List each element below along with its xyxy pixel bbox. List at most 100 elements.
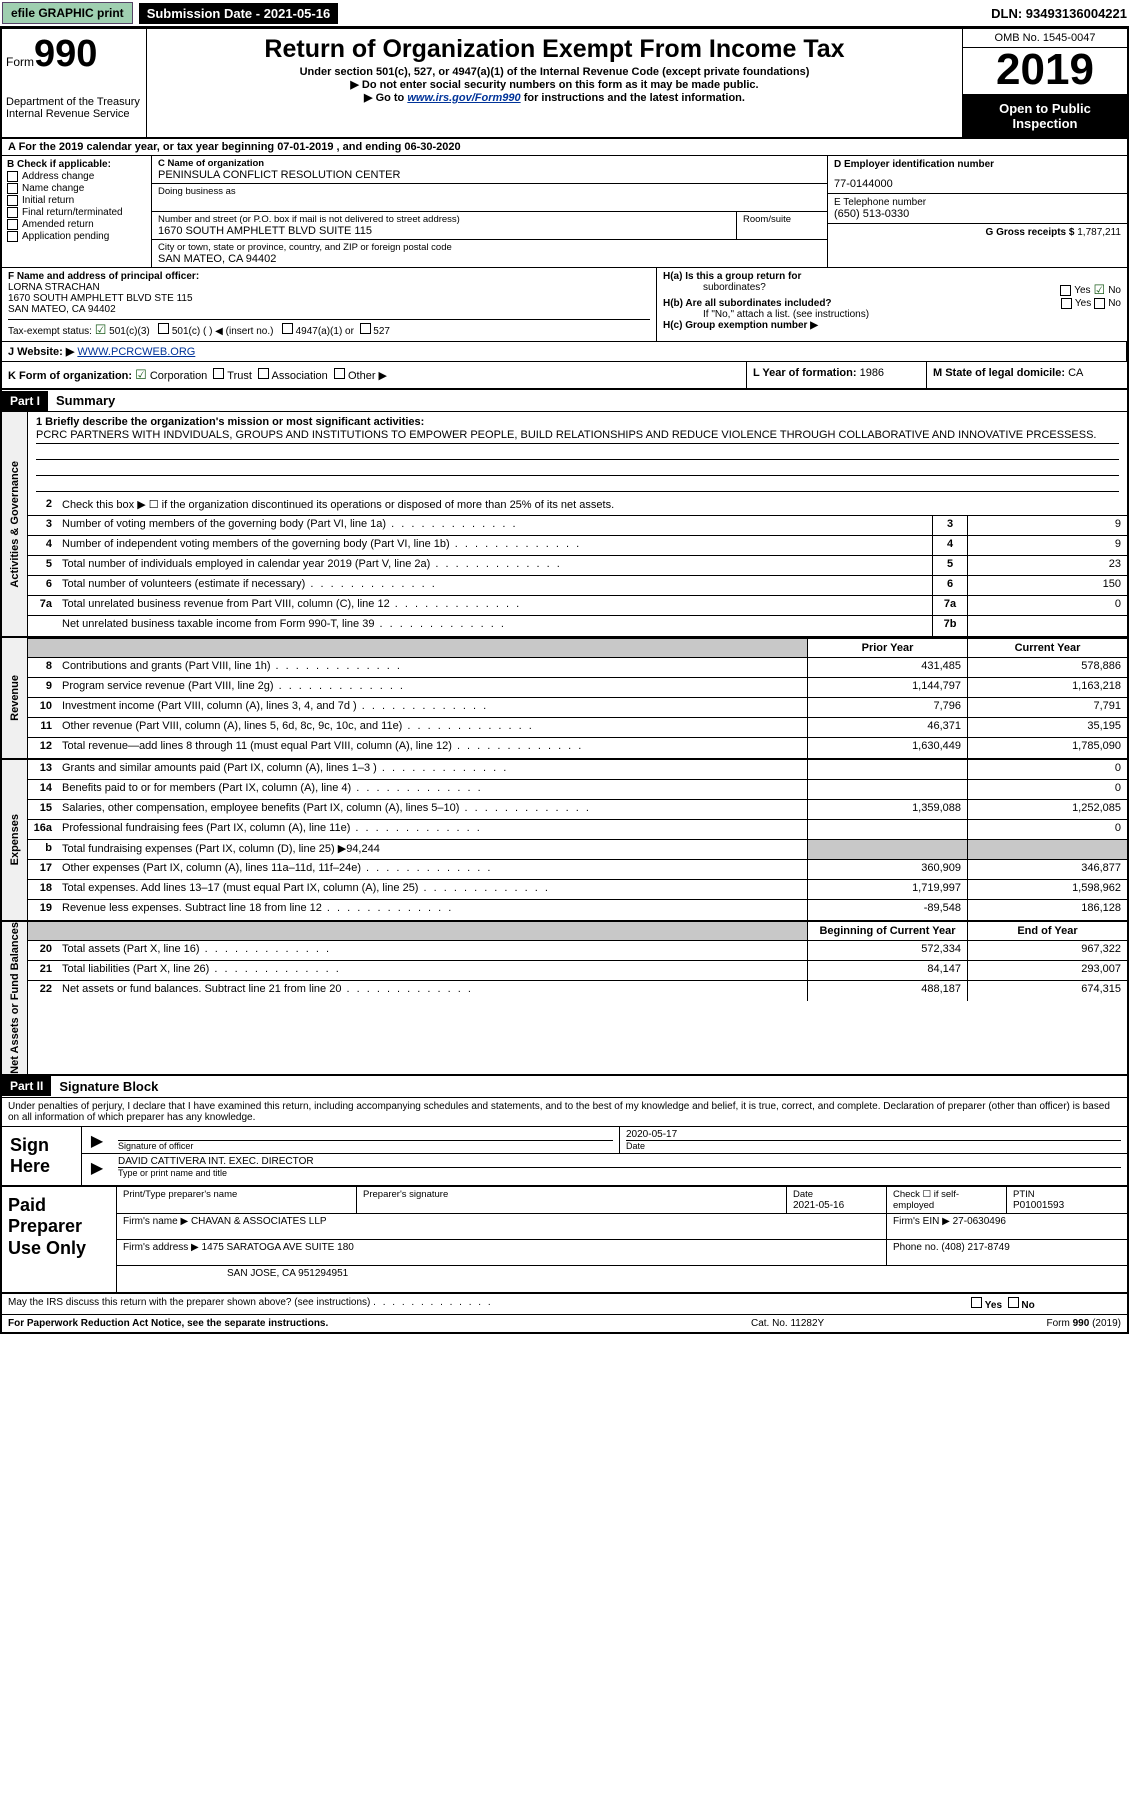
ein-value: 77-0144000	[834, 178, 1121, 190]
form-container: Form990 Department of the Treasury Inter…	[0, 27, 1129, 1334]
summary-line: 20Total assets (Part X, line 16)572,3349…	[28, 941, 1127, 961]
summary-line: 5Total number of individuals employed in…	[28, 556, 1127, 576]
checkbox-application-pending[interactable]: Application pending	[7, 231, 146, 242]
prep-date: 2021-05-16	[793, 1200, 880, 1211]
row-website: J Website: ▶ WWW.PCRCWEB.ORG	[2, 342, 1127, 362]
hc-label: H(c) Group exemption number ▶	[663, 320, 1121, 331]
cat-number: Cat. No. 11282Y	[751, 1318, 971, 1329]
checkbox-address-change[interactable]: Address change	[7, 171, 146, 182]
firm-addr-label: Firm's address ▶	[123, 1242, 199, 1253]
irs-label: Internal Revenue Service	[6, 108, 142, 120]
submission-date: Submission Date - 2021-05-16	[139, 3, 339, 24]
row-k: K Form of organization: ☑ Corporation Tr…	[2, 362, 1127, 390]
vlabel-netassets: Net Assets or Fund Balances	[2, 922, 28, 1074]
checkbox-name-change[interactable]: Name change	[7, 183, 146, 194]
summary-line: 9Program service revenue (Part VIII, lin…	[28, 678, 1127, 698]
part2-title: Signature Block	[51, 1076, 166, 1097]
checkbox-initial-return[interactable]: Initial return	[7, 195, 146, 206]
tax-year: 2019	[963, 48, 1127, 95]
paid-preparer-label: Paid Preparer Use Only	[2, 1187, 117, 1292]
summary-line: 21Total liabilities (Part X, line 26)84,…	[28, 961, 1127, 981]
summary-line: bTotal fundraising expenses (Part IX, co…	[28, 840, 1127, 860]
summary-line: 8Contributions and grants (Part VIII, li…	[28, 658, 1127, 678]
ptin-value: P01001593	[1013, 1200, 1121, 1211]
discuss-text: May the IRS discuss this return with the…	[8, 1297, 370, 1308]
summary-line: 3Number of voting members of the governi…	[28, 516, 1127, 536]
summary-line: 18Total expenses. Add lines 13–17 (must …	[28, 880, 1127, 900]
form-number: 990	[34, 33, 97, 75]
checkbox-amended-return[interactable]: Amended return	[7, 219, 146, 230]
firm-addr1: 1475 SARATOGA AVE SUITE 180	[202, 1242, 354, 1253]
header-left: Form990 Department of the Treasury Inter…	[2, 29, 147, 137]
summary-line: Net unrelated business taxable income fr…	[28, 616, 1127, 636]
firm-name-label: Firm's name ▶	[123, 1216, 188, 1227]
summary-line: 16aProfessional fundraising fees (Part I…	[28, 820, 1127, 840]
officer-addr2: SAN MATEO, CA 94402	[8, 304, 650, 315]
q2-text: Check this box ▶ ☐ if the organization d…	[58, 496, 1127, 515]
addr-label: Number and street (or P.O. box if mail i…	[158, 214, 730, 225]
efile-graphic-button[interactable]: efile GRAPHIC print	[2, 2, 133, 24]
part1-header: Part I Summary	[2, 390, 1127, 412]
col-end: End of Year	[967, 922, 1127, 940]
firm-phone: (408) 217-8749	[941, 1242, 1009, 1253]
pra-notice: For Paperwork Reduction Act Notice, see …	[8, 1318, 751, 1329]
part1-badge: Part I	[2, 391, 48, 411]
city-label: City or town, state or province, country…	[158, 242, 821, 253]
box-f: F Name and address of principal officer:…	[2, 268, 657, 341]
summary-line: 7aTotal unrelated business revenue from …	[28, 596, 1127, 616]
box-de: D Employer identification number 77-0144…	[827, 156, 1127, 267]
officer-addr1: 1670 SOUTH AMPHLETT BLVD STE 115	[8, 293, 650, 304]
firm-ein: 27-0630496	[953, 1216, 1006, 1227]
summary-line: 6Total number of volunteers (estimate if…	[28, 576, 1127, 596]
self-employed-check: Check ☐ if self-employed	[893, 1189, 1000, 1211]
officer-label: F Name and address of principal officer:	[8, 271, 650, 282]
sign-here-block: Sign Here ▶ Signature of officer 2020-05…	[2, 1127, 1127, 1187]
box-b-label: B Check if applicable:	[7, 159, 146, 170]
hb-note: If "No," attach a list. (see instruction…	[663, 309, 1121, 320]
section-revenue: Revenue Prior Year Current Year 8Contrib…	[2, 638, 1127, 760]
part2-badge: Part II	[2, 1076, 51, 1096]
sig-officer-label: Signature of officer	[118, 1140, 613, 1151]
form-header: Form990 Department of the Treasury Inter…	[2, 29, 1127, 139]
row-a-tax-year: A For the 2019 calendar year, or tax yea…	[2, 139, 1127, 156]
subtitle-2: ▶ Do not enter social security numbers o…	[157, 78, 952, 91]
vlabel-expenses: Expenses	[2, 760, 28, 920]
sig-date-label: Date	[626, 1140, 1121, 1151]
org-name: PENINSULA CONFLICT RESOLUTION CENTER	[158, 169, 821, 181]
dept-treasury: Department of the Treasury	[6, 96, 142, 108]
netassets-col-header: Beginning of Current Year End of Year	[28, 922, 1127, 941]
section-netassets: Net Assets or Fund Balances Beginning of…	[2, 922, 1127, 1076]
form-revision: Form 990 (2019)	[971, 1318, 1121, 1329]
summary-line: 10Investment income (Part VIII, column (…	[28, 698, 1127, 718]
form-word: Form	[6, 55, 34, 69]
ha-label: H(a) Is this a group return for	[663, 271, 801, 282]
firm-name: CHAVAN & ASSOCIATES LLP	[191, 1216, 327, 1227]
block-officer-group: F Name and address of principal officer:…	[2, 268, 1127, 342]
name-title-label: Type or print name and title	[118, 1167, 1121, 1178]
paid-preparer-block: Paid Preparer Use Only Print/Type prepar…	[2, 1187, 1127, 1294]
vlabel-ag: Activities & Governance	[2, 412, 28, 636]
efile-topbar: efile GRAPHIC print Submission Date - 20…	[0, 0, 1129, 27]
subtitle-1: Under section 501(c), 527, or 4947(a)(1)…	[157, 66, 952, 78]
checkbox-final-return-terminated[interactable]: Final return/terminated	[7, 207, 146, 218]
summary-line: 11Other revenue (Part VIII, column (A), …	[28, 718, 1127, 738]
summary-line: 19Revenue less expenses. Subtract line 1…	[28, 900, 1127, 920]
website-link[interactable]: WWW.PCRCWEB.ORG	[77, 346, 195, 358]
name-label: C Name of organization	[158, 158, 821, 169]
col-prior: Prior Year	[807, 639, 967, 657]
box-h: H(a) Is this a group return for subordin…	[657, 268, 1127, 341]
q1-label: 1 Briefly describe the organization's mi…	[36, 416, 1119, 428]
subtitle-3: ▶ Go to www.irs.gov/Form990 for instruct…	[157, 91, 952, 104]
summary-line: 12Total revenue—add lines 8 through 11 (…	[28, 738, 1127, 758]
summary-line: 14Benefits paid to or for members (Part …	[28, 780, 1127, 800]
block-identity: B Check if applicable: Address changeNam…	[2, 156, 1127, 268]
dba-label: Doing business as	[158, 186, 821, 197]
header-middle: Return of Organization Exempt From Incom…	[147, 29, 962, 137]
check-icon: ☑	[95, 322, 107, 337]
box-c: C Name of organization PENINSULA CONFLIC…	[152, 156, 827, 267]
website-label: J Website: ▶	[8, 346, 74, 358]
col-begin: Beginning of Current Year	[807, 922, 967, 940]
phone-label: E Telephone number	[834, 197, 1121, 208]
prep-name-label: Print/Type preparer's name	[123, 1189, 350, 1200]
irs-link[interactable]: www.irs.gov/Form990	[407, 92, 520, 104]
